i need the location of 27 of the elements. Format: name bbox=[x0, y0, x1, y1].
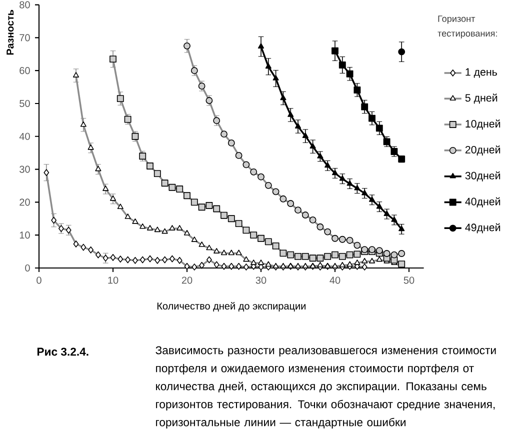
legend-label: 30дней bbox=[465, 171, 500, 182]
x-tick-label: 50 bbox=[404, 276, 414, 284]
legend-label: 1 день bbox=[466, 68, 497, 78]
legend-label: 5 дней bbox=[465, 94, 498, 104]
text: Рис 3.2.4. bbox=[37, 348, 88, 356]
y-tick-label: 70 bbox=[20, 34, 30, 42]
y-tick-label: 40 bbox=[19, 132, 30, 140]
legend-label: 20дней bbox=[465, 145, 500, 156]
x-tick-label: 30 bbox=[256, 276, 266, 284]
x-tick-label: 40 bbox=[330, 276, 340, 284]
legend-label: 10дней bbox=[466, 120, 500, 130]
text: Зависимость разности реализовавшегося изменения стоимости портфеля и ожидаемого изменения стоимости портфеля от количества дней, остающихся до экспирации. Показаны семь горизонтов тестирования. Точки обозначают средние значения, горизонтальные линии — стандартные ошибки bbox=[156, 346, 496, 428]
y-tick-label: 30 bbox=[20, 166, 30, 173]
y-tick-label: 20 bbox=[20, 198, 30, 206]
x-tick-label: 10 bbox=[108, 276, 118, 284]
x-axis-title: Количество дней до экспирации bbox=[157, 302, 306, 312]
legend-title: Горизонт тестирования: bbox=[438, 16, 497, 38]
y-tick-label: 0 bbox=[25, 264, 30, 272]
legend-label: 49дней bbox=[465, 223, 500, 234]
legend-label: 40дней bbox=[465, 197, 500, 208]
y-tick-label: 60 bbox=[20, 67, 30, 74]
y-tick-label: 80 bbox=[20, 1, 30, 8]
y-axis-title: Разность bbox=[6, 10, 14, 55]
x-tick-label: 20 bbox=[182, 276, 192, 284]
y-tick-label: 50 bbox=[20, 100, 30, 108]
x-tick-label: 0 bbox=[36, 276, 42, 284]
y-tick-label: 10 bbox=[20, 232, 30, 239]
